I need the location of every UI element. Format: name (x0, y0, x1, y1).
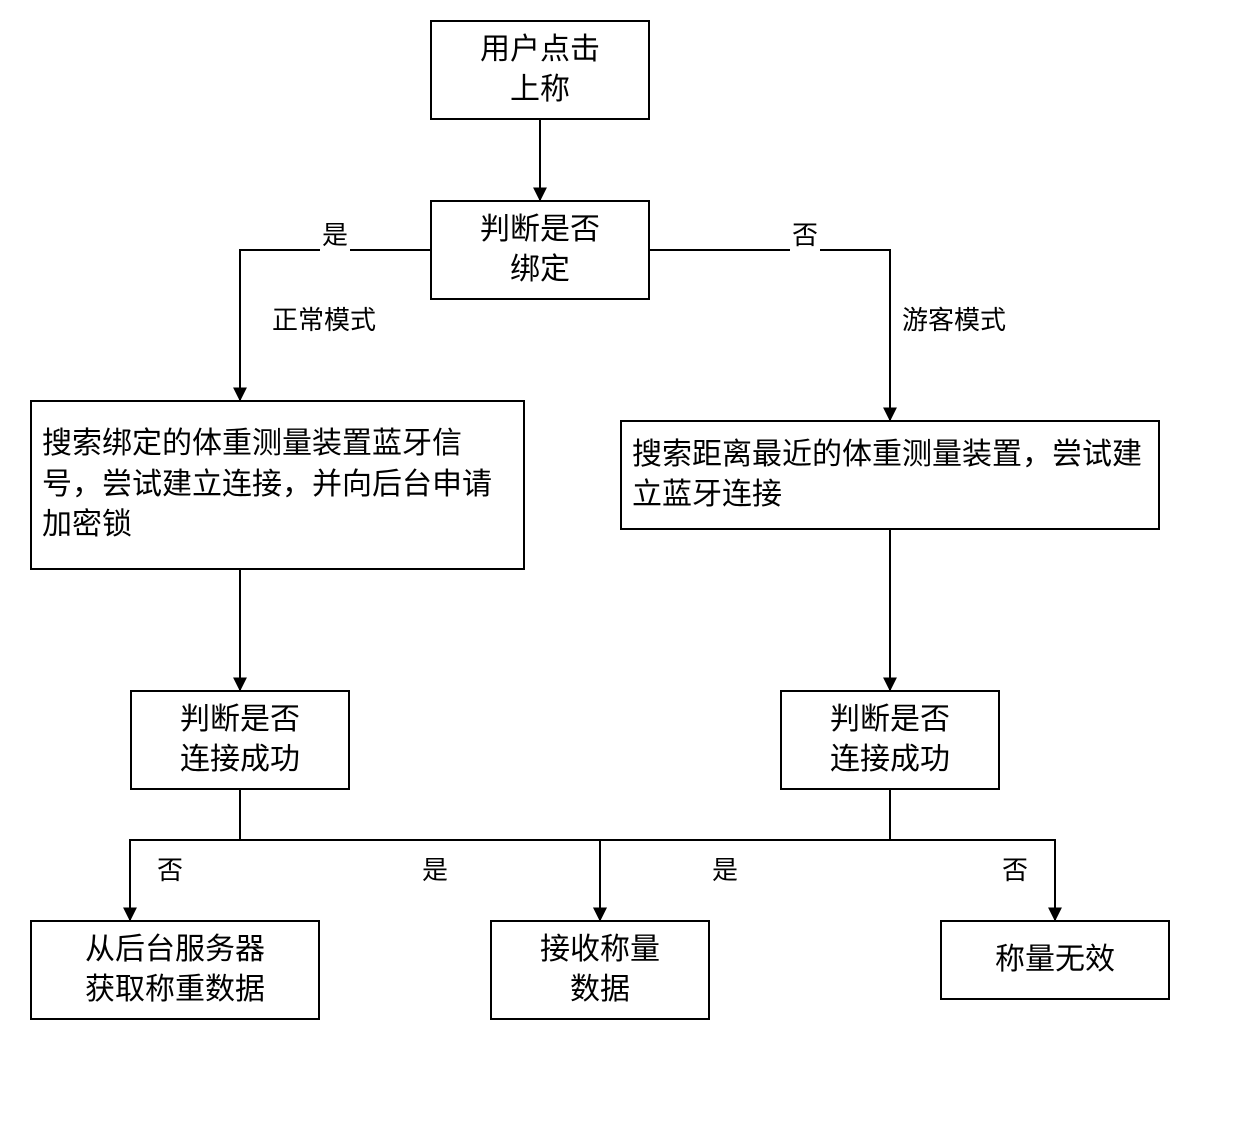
node-invalid: 称量无效 (940, 920, 1170, 1000)
node-guest-search: 搜索距离最近的体重测量装置，尝试建立蓝牙连接 (620, 420, 1160, 530)
node-text: 搜索距离最近的体重测量装置，尝试建立蓝牙连接 (632, 435, 1148, 516)
node-text: 用户点击上称 (480, 30, 600, 111)
node-text: 搜索绑定的体重测量装置蓝牙信号，尝试建立连接，并向后台申请加密锁 (42, 424, 513, 546)
edge-label: 否 (1000, 850, 1030, 887)
edge-label: 正常模式 (270, 300, 378, 337)
node-text: 接收称量数据 (540, 930, 660, 1011)
flowchart-canvas: 用户点击上称 判断是否绑定 搜索绑定的体重测量装置蓝牙信号，尝试建立连接，并向后… (0, 0, 1240, 1136)
node-text: 称量无效 (995, 940, 1115, 981)
node-text: 判断是否绑定 (480, 210, 600, 291)
node-bind-check: 判断是否绑定 (430, 200, 650, 300)
edge-label: 游客模式 (900, 300, 1008, 337)
edge-label: 是 (320, 215, 350, 252)
node-conn-left: 判断是否连接成功 (130, 690, 350, 790)
edge-label: 是 (420, 850, 450, 887)
node-start: 用户点击上称 (430, 20, 650, 120)
node-from-server: 从后台服务器获取称重数据 (30, 920, 320, 1020)
edge-label: 是 (710, 850, 740, 887)
node-text: 判断是否连接成功 (830, 700, 950, 781)
node-conn-right: 判断是否连接成功 (780, 690, 1000, 790)
node-normal-search: 搜索绑定的体重测量装置蓝牙信号，尝试建立连接，并向后台申请加密锁 (30, 400, 525, 570)
node-receive: 接收称量数据 (490, 920, 710, 1020)
edge-label: 否 (155, 850, 185, 887)
edge-label: 否 (790, 215, 820, 252)
node-text: 从后台服务器获取称重数据 (85, 930, 265, 1011)
node-text: 判断是否连接成功 (180, 700, 300, 781)
